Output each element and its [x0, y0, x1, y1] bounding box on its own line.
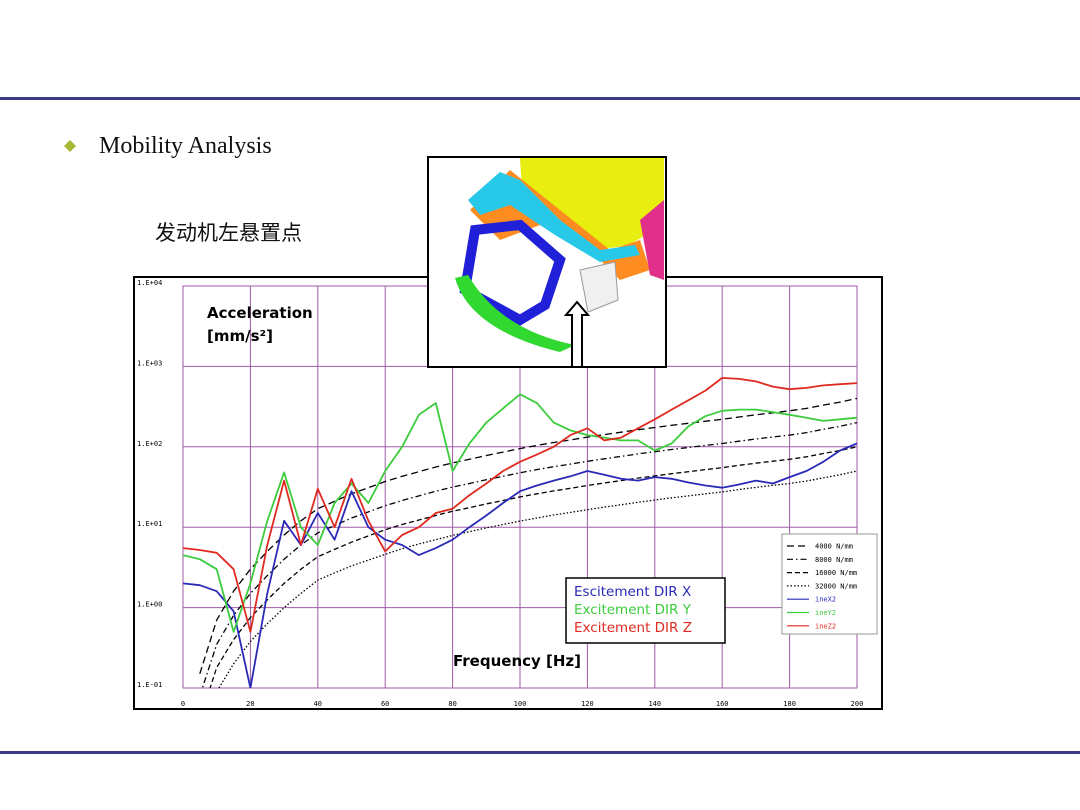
series-line [183, 442, 857, 688]
x-tick-label: 180 [783, 700, 796, 708]
x-axis-label: Frequency [Hz] [453, 652, 581, 670]
y-tick-label: 1.E+03 [137, 359, 162, 367]
series-line [209, 446, 857, 688]
direction-box [565, 577, 726, 644]
x-tick-label: 100 [514, 700, 527, 708]
x-tick-label: 60 [381, 700, 389, 708]
legend-box [781, 533, 878, 635]
x-tick-label: 120 [581, 700, 594, 708]
series-line [183, 393, 857, 633]
y-axis-label: [mm/s²] [207, 327, 273, 345]
image-part [455, 275, 575, 352]
bullet-text: Mobility Analysis [99, 133, 272, 159]
top-rule [0, 97, 1080, 100]
bottom-rule [0, 751, 1080, 754]
series-line [199, 397, 857, 674]
y-tick-label: 1.E+00 [137, 601, 162, 609]
image-part [579, 261, 619, 313]
direction-label: Escitement DIR X [574, 584, 691, 600]
engine-image [427, 156, 667, 368]
legend-label: ineZ2 [815, 622, 836, 630]
y-tick-label: 1.E+01 [137, 520, 162, 528]
y-tick-label: 1.E+02 [137, 440, 162, 448]
subtitle: 发动机左悬置点 [155, 221, 302, 245]
x-tick-label: 140 [648, 700, 661, 708]
x-tick-label: 0 [181, 700, 185, 708]
legend-label: 16000 N/mm [815, 569, 857, 577]
bullet-icon [64, 140, 76, 152]
legend-label: ineY2 [815, 609, 836, 617]
direction-label: Excitement DIR Z [574, 620, 692, 636]
image-part [640, 200, 664, 280]
y-tick-label: 1.E+04 [137, 279, 162, 287]
arrow [563, 300, 591, 366]
x-tick-label: 80 [448, 700, 456, 708]
image-part [468, 172, 640, 262]
x-tick-label: 200 [851, 700, 864, 708]
direction-label: Excitement DIR Y [574, 602, 692, 618]
legend-label: 8000 N/mm [815, 556, 853, 564]
y-axis-label: Acceleration [207, 304, 313, 322]
plot-lines [183, 377, 857, 688]
legend-label: 4000 N/mm [815, 543, 853, 551]
y-tick-label: 1.E-01 [137, 681, 162, 689]
x-tick-label: 20 [246, 700, 254, 708]
series-line [218, 470, 857, 688]
x-tick-label: 160 [716, 700, 729, 708]
series-line [183, 377, 857, 633]
legend-label: ineX2 [815, 596, 836, 604]
legend-label: 32000 N/mm [815, 582, 857, 590]
x-tick-label: 40 [314, 700, 322, 708]
